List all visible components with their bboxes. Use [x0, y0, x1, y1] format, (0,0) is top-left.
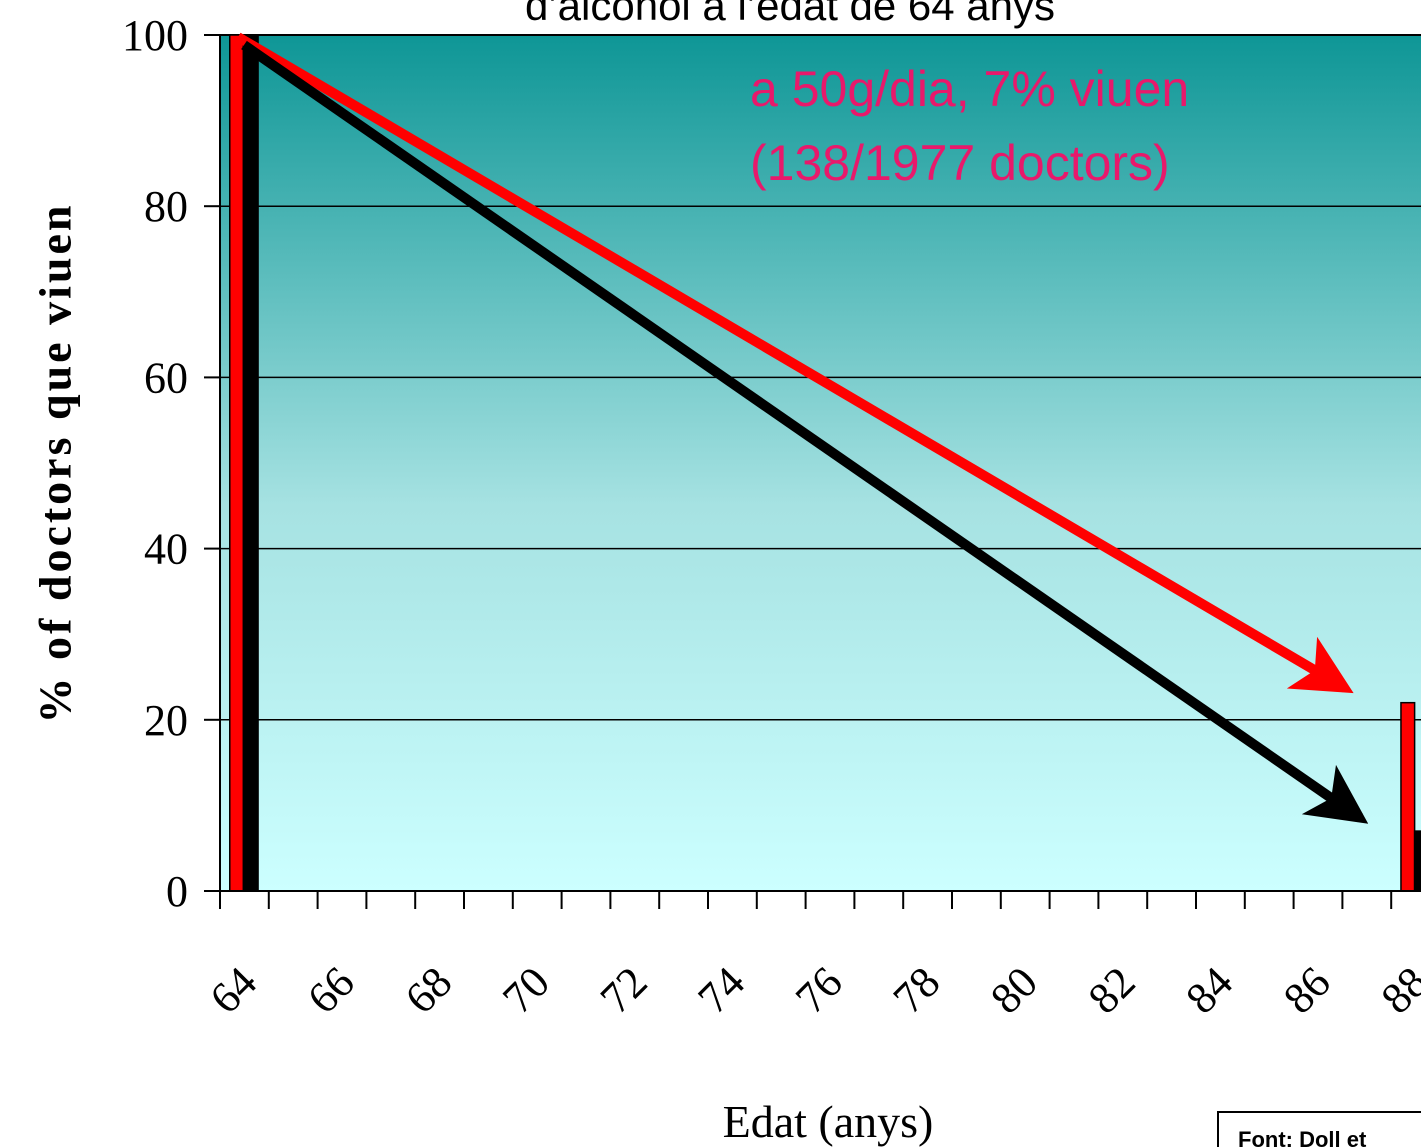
x-tick-label: 82: [1079, 957, 1145, 1023]
x-tick-label: 72: [591, 957, 657, 1023]
bars: [229, 34, 1421, 892]
x-tick-label: 66: [298, 957, 364, 1023]
y-tick-label: 60: [144, 353, 188, 402]
x-tick-label: 88: [1372, 957, 1421, 1023]
y-tick-label: 20: [144, 696, 188, 745]
red-arrow: [235, 32, 1354, 694]
bar: [229, 34, 245, 892]
source: Font: Doll et: [1238, 1127, 1367, 1147]
x-tick-label: 84: [1176, 957, 1242, 1023]
x-tick-label: 68: [396, 957, 462, 1023]
x-tick-label: 76: [786, 957, 852, 1023]
x-tick-label: 78: [884, 957, 950, 1023]
bar: [1400, 701, 1416, 892]
y-tick-label: 0: [166, 867, 188, 916]
bar: [242, 34, 259, 892]
y-tick-label: 80: [144, 182, 188, 231]
chart-title: d’alcohol a l’edat de 64 anys: [525, 0, 1055, 29]
y-tick-label: 40: [144, 525, 188, 574]
source-box: [1217, 1111, 1421, 1147]
plot-area: [219, 34, 1421, 892]
x-axis-label: Edat (anys): [723, 1096, 934, 1147]
y-axis-label: % of doctors que viuen: [30, 203, 81, 724]
x-tick-label: 74: [688, 957, 754, 1023]
x-tick-label: 86: [1274, 957, 1340, 1023]
black-arrow: [241, 40, 1369, 824]
x-tick-label: 64: [200, 957, 266, 1023]
y-tick-label: 100: [122, 11, 188, 60]
bar: [1413, 830, 1421, 892]
x-tick-label: 70: [493, 957, 559, 1023]
x-tick-label: 80: [981, 957, 1047, 1023]
annotation: (138/1977 doctors): [750, 135, 1170, 191]
annotation: a 50g/dia, 7% viuen: [750, 61, 1189, 117]
